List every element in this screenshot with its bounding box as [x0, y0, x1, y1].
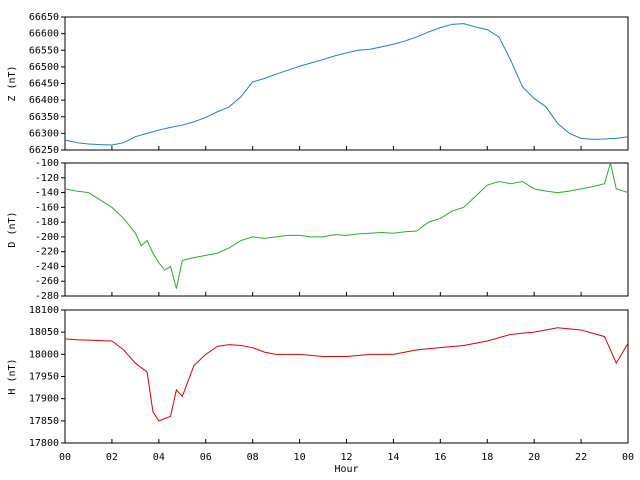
y-tick-label: -140 — [35, 188, 59, 199]
x-tick-label: 22 — [575, 452, 587, 463]
y-tick-label: 18000 — [29, 349, 59, 360]
x-tick-label: 12 — [340, 452, 352, 463]
y-tick-label: 17850 — [29, 416, 59, 427]
plot-frame — [64, 16, 629, 151]
x-tick-label: 00 — [59, 452, 71, 463]
y-axis-label: H (nT) — [7, 358, 18, 394]
y-tick-label: 17800 — [29, 438, 59, 449]
y-axis-label: D (nT) — [7, 211, 18, 247]
y-tick-label: 66250 — [29, 145, 59, 156]
x-axis-label: Hour — [334, 464, 358, 475]
x-tick-label: 20 — [528, 452, 540, 463]
y-tick-label: 66300 — [29, 128, 59, 139]
y-tick-label: -100 — [35, 158, 59, 169]
y-tick-label: -280 — [35, 291, 59, 302]
x-tick-label: 16 — [434, 452, 446, 463]
y-tick-label: 18050 — [29, 327, 59, 338]
plot-frame — [64, 162, 629, 297]
x-tick-label: 06 — [200, 452, 212, 463]
y-tick-label: 66600 — [29, 29, 59, 40]
x-tick-label: 08 — [247, 452, 259, 463]
y-tick-label: 66650 — [29, 12, 59, 23]
y-tick-label: 17900 — [29, 394, 59, 405]
x-tick-label: 14 — [387, 452, 399, 463]
y-tick-label: -160 — [35, 202, 59, 213]
y-tick-label: -200 — [35, 232, 59, 243]
y-tick-label: 66450 — [29, 79, 59, 90]
y-tick-label: 66350 — [29, 112, 59, 123]
y-tick-label: -260 — [35, 276, 59, 287]
y-tick-label: -180 — [35, 217, 59, 228]
x-tick-label: 10 — [294, 452, 306, 463]
x-tick-label: 02 — [106, 452, 118, 463]
y-tick-label: -220 — [35, 247, 59, 258]
data-line — [64, 162, 629, 289]
y-axis-label: Z (nT) — [7, 65, 18, 101]
y-tick-label: 66500 — [29, 62, 59, 73]
data-line — [64, 327, 629, 422]
y-tick-label: 66550 — [29, 45, 59, 56]
y-tick-label: 66400 — [29, 95, 59, 106]
y-tick-label: -240 — [35, 261, 59, 272]
y-tick-label: -120 — [35, 173, 59, 184]
x-tick-label: 04 — [153, 452, 165, 463]
y-tick-label: 18100 — [29, 305, 59, 316]
data-line — [64, 23, 629, 146]
y-tick-label: 17950 — [29, 372, 59, 383]
x-tick-label: 18 — [481, 452, 493, 463]
x-tick-label: 00 — [622, 452, 634, 463]
